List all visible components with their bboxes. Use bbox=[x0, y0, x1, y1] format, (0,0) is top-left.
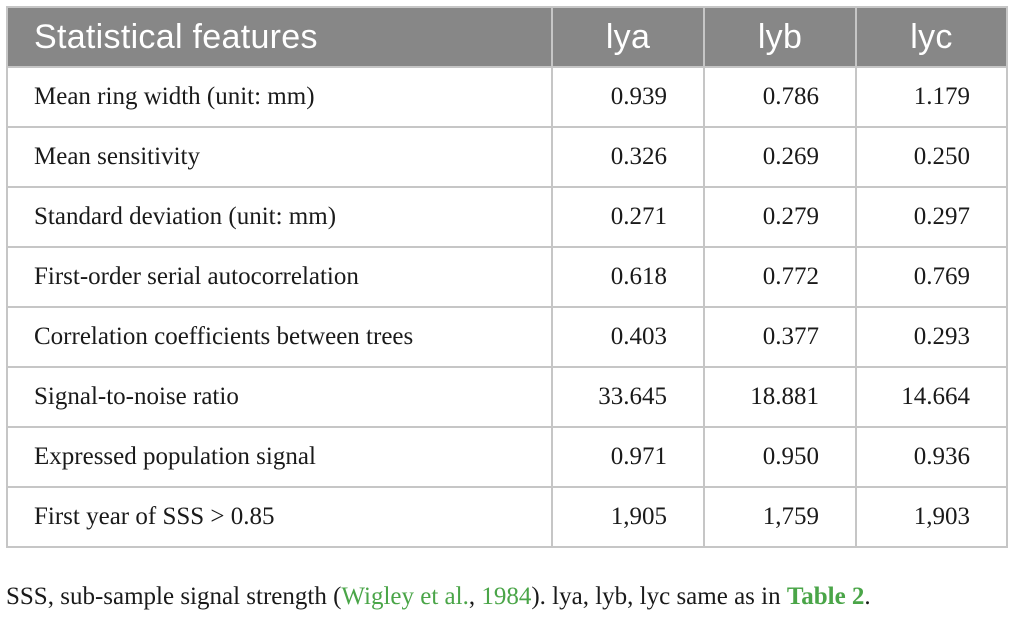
cell-lyb: 0.269 bbox=[703, 126, 857, 188]
cell-lya: 0.971 bbox=[551, 426, 705, 488]
cell-lyc: 0.250 bbox=[855, 126, 1008, 188]
table-row: First-order serial autocorrelation 0.618… bbox=[6, 246, 1008, 308]
header-lyb: lyb bbox=[703, 6, 857, 68]
cell-lya: 0.939 bbox=[551, 66, 705, 128]
cell-lyb: 0.786 bbox=[703, 66, 857, 128]
header-statistical-features: Statistical features bbox=[6, 6, 553, 68]
footnote-period: . bbox=[864, 583, 871, 610]
cell-lya: 0.271 bbox=[551, 186, 705, 248]
row-label: Expressed population signal bbox=[6, 426, 553, 488]
cell-lyc: 0.293 bbox=[855, 306, 1008, 368]
row-label: First year of SSS > 0.85 bbox=[6, 486, 553, 548]
cell-lyc: 0.297 bbox=[855, 186, 1008, 248]
table-row: Correlation coefficients between trees 0… bbox=[6, 306, 1008, 368]
row-label: Mean ring width (unit: mm) bbox=[6, 66, 553, 128]
statistics-table: Statistical features lya lyb lyc Mean ri… bbox=[6, 6, 1008, 548]
cell-lyb: 0.950 bbox=[703, 426, 857, 488]
cell-lya: 33.645 bbox=[551, 366, 705, 428]
table-row: Standard deviation (unit: mm) 0.271 0.27… bbox=[6, 186, 1008, 248]
row-label: First-order serial autocorrelation bbox=[6, 246, 553, 308]
cell-lya: 0.618 bbox=[551, 246, 705, 308]
cell-lyb: 0.377 bbox=[703, 306, 857, 368]
table-row: Mean ring width (unit: mm) 0.939 0.786 1… bbox=[6, 66, 1008, 128]
table-footnote: SSS, sub-sample signal strength (Wigley … bbox=[6, 583, 871, 611]
row-label: Standard deviation (unit: mm) bbox=[6, 186, 553, 248]
footnote-separator: , bbox=[468, 583, 482, 610]
cell-lyb: 0.772 bbox=[703, 246, 857, 308]
row-label: Signal-to-noise ratio bbox=[6, 366, 553, 428]
cell-lya: 1,905 bbox=[551, 486, 705, 548]
cell-lyb: 18.881 bbox=[703, 366, 857, 428]
footnote-text: SSS, sub-sample signal strength ( bbox=[6, 583, 342, 610]
cell-lyb: 1,759 bbox=[703, 486, 857, 548]
row-label: Correlation coefficients between trees bbox=[6, 306, 553, 368]
cell-lyc: 14.664 bbox=[855, 366, 1008, 428]
citation-year-link[interactable]: 1984 bbox=[481, 583, 532, 610]
citation-authors-link[interactable]: Wigley et al. bbox=[341, 583, 469, 610]
table-row: Signal-to-noise ratio 33.645 18.881 14.6… bbox=[6, 366, 1008, 428]
header-lyc: lyc bbox=[855, 6, 1008, 68]
cell-lyc: 0.936 bbox=[855, 426, 1008, 488]
cell-lya: 0.326 bbox=[551, 126, 705, 188]
header-lya: lya bbox=[551, 6, 705, 68]
row-label: Mean sensitivity bbox=[6, 126, 553, 188]
table-row: Expressed population signal 0.971 0.950 … bbox=[6, 426, 1008, 488]
cell-lyc: 1.179 bbox=[855, 66, 1008, 128]
table-row: First year of SSS > 0.85 1,905 1,759 1,9… bbox=[6, 486, 1008, 548]
table-reference-link[interactable]: Table 2 bbox=[786, 583, 865, 610]
table-header-row: Statistical features lya lyb lyc bbox=[6, 6, 1008, 68]
cell-lya: 0.403 bbox=[551, 306, 705, 368]
cell-lyc: 0.769 bbox=[855, 246, 1008, 308]
cell-lyb: 0.279 bbox=[703, 186, 857, 248]
cell-lyc: 1,903 bbox=[855, 486, 1008, 548]
table-row: Mean sensitivity 0.326 0.269 0.250 bbox=[6, 126, 1008, 188]
footnote-text: ). lya, lyb, lyc same as in bbox=[531, 583, 787, 610]
